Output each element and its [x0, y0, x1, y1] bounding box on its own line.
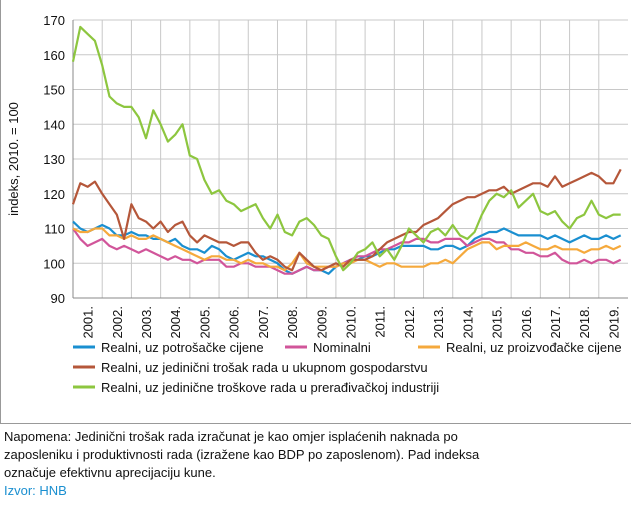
x-tick-label: 2012.: [402, 306, 417, 339]
y-tick-label: 130: [43, 152, 65, 167]
x-tick-label: 2004.: [168, 306, 183, 339]
y-tick-label: 140: [43, 117, 65, 132]
x-tick-label: 2003.: [139, 306, 154, 339]
legend-label: Realni, uz jedinične troškove rada u pre…: [101, 380, 439, 395]
x-tick-label: 2011.: [373, 306, 388, 338]
x-tick-label: 2013.: [431, 306, 446, 339]
x-tick-label: 2007.: [256, 306, 271, 339]
legend-label: Realni, uz proizvođačke cijene: [446, 340, 622, 355]
y-tick-label: 150: [43, 83, 65, 98]
y-tick-label: 110: [44, 222, 65, 237]
x-tick-label: 2017.: [548, 306, 563, 339]
legend-label: Nominalni: [313, 340, 371, 355]
x-tick-label: 2002.: [110, 306, 125, 339]
note: Napomena: Jedinični trošak rada izračuna…: [4, 429, 458, 444]
x-tick-label: 2019.: [606, 306, 621, 339]
y-tick-label: 100: [43, 256, 65, 271]
y-tick-label: 160: [43, 48, 65, 63]
x-tick-label: 2014.: [460, 306, 475, 339]
x-tick-label: 2005.: [197, 306, 212, 339]
source: Izvor: HNB: [4, 483, 67, 498]
x-tick-label: 2006.: [227, 306, 242, 339]
series-line: [71, 168, 622, 272]
y-tick-label: 120: [43, 187, 65, 202]
note: zaposleniku i produktivnosti rada (izraž…: [4, 447, 480, 462]
y-tick-label: 90: [51, 291, 65, 306]
x-tick-label: 2001.: [81, 306, 96, 339]
note: označuje efektivnu aprecijaciju kune.: [4, 465, 216, 480]
legend-label: Realni, uz jedinični trošak rada u ukupn…: [101, 360, 428, 375]
x-tick-label: 2008.: [285, 306, 300, 339]
x-tick-label: 2010.: [344, 306, 359, 339]
x-tick-label: 2018.: [577, 306, 592, 339]
y-axis-label: indeks, 2010. = 100: [6, 102, 21, 216]
legend-label: Realni, uz potrošačke cijene: [101, 340, 264, 355]
series-line: [72, 227, 622, 275]
y-tick-label: 170: [43, 13, 65, 28]
series-line: [71, 25, 621, 272]
x-tick-label: 2009.: [314, 306, 329, 339]
x-tick-label: 2016.: [519, 306, 534, 339]
x-tick-label: 2015.: [490, 306, 505, 339]
